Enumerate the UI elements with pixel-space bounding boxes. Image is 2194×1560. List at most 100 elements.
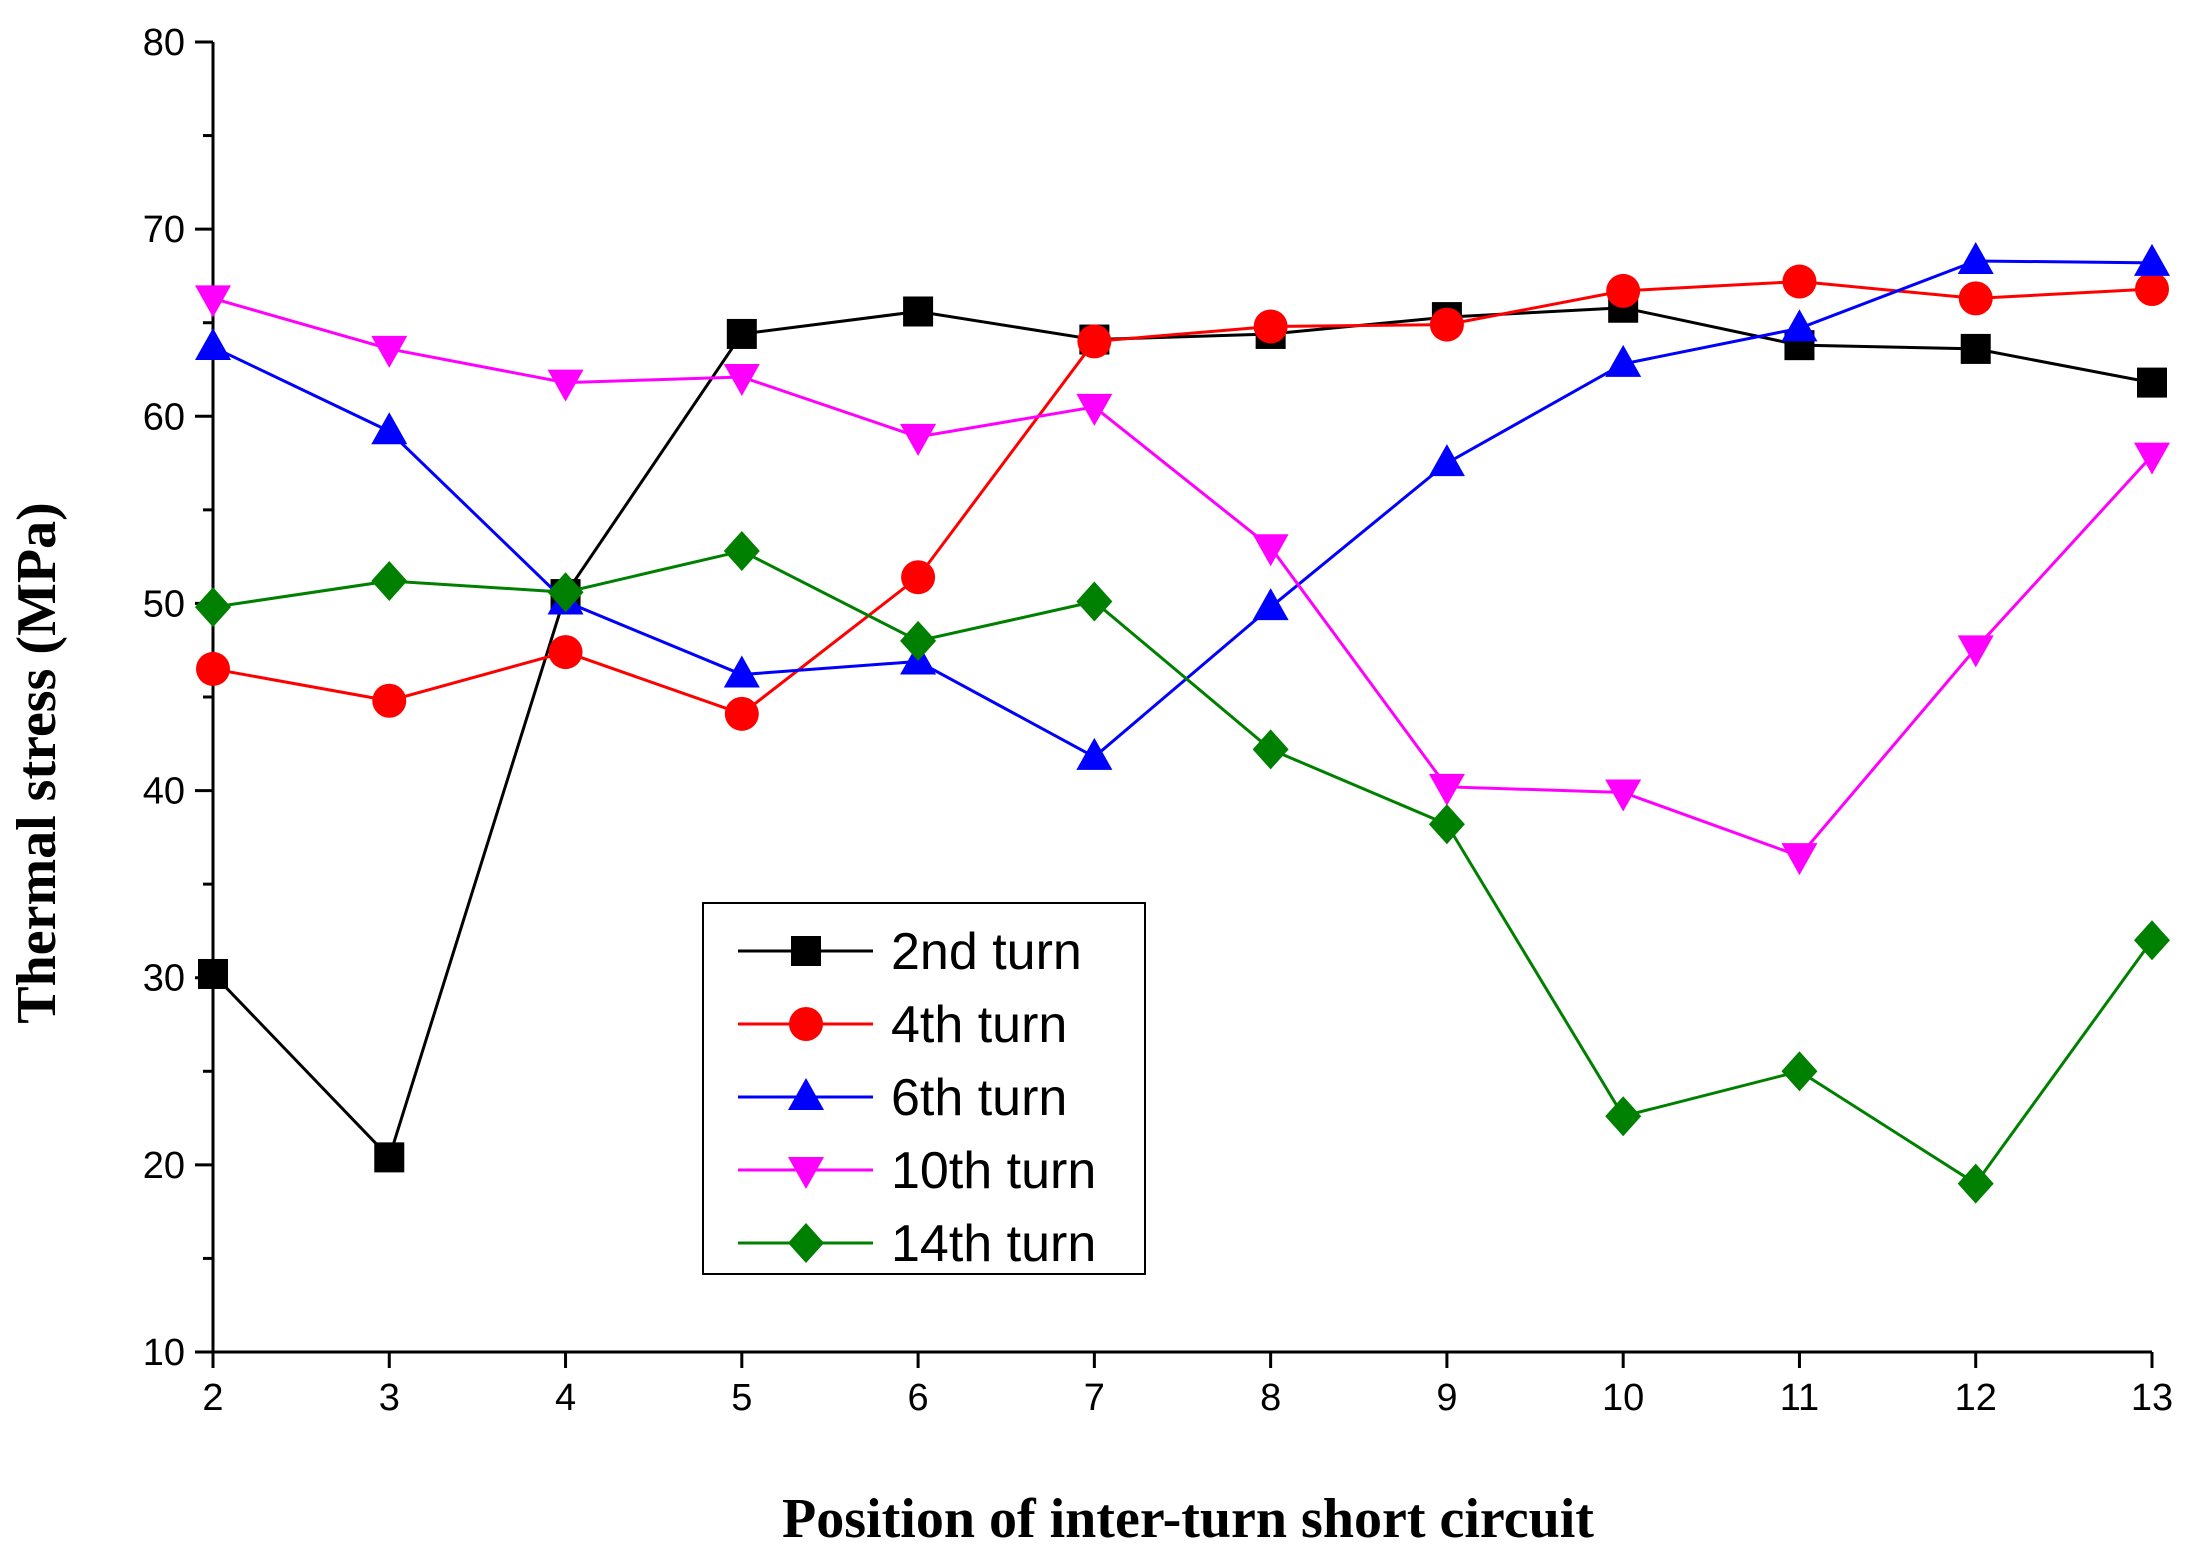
data-point: [1428, 444, 1465, 477]
x-tick-label: 2: [202, 1377, 223, 1419]
data-point: [1957, 635, 1994, 668]
x-tick-label: 10: [1602, 1377, 1644, 1419]
data-point: [726, 318, 757, 349]
data-point: [371, 412, 408, 445]
data-point: [371, 560, 408, 601]
data-point: [901, 560, 936, 595]
data-point: [1076, 581, 1113, 622]
data-point: [1781, 1051, 1818, 1092]
data-point: [1428, 804, 1465, 845]
data-point: [196, 651, 230, 686]
x-tick-label: 8: [1260, 1377, 1281, 1419]
data-point: [548, 635, 583, 670]
series-line: [212, 280, 2153, 716]
data-point: [724, 696, 759, 731]
legend-item: 10th turn: [738, 1142, 1096, 1200]
data-point: [195, 328, 231, 361]
legend-item: 14th turn: [738, 1215, 1096, 1273]
series-1: [196, 264, 2169, 731]
data-point: [547, 369, 584, 402]
data-point: [1253, 309, 1288, 344]
x-axis-title: Position of inter-turn short circuit: [782, 1488, 1594, 1550]
legend-item: 2nd turn: [738, 923, 1082, 981]
legend-marker: [791, 936, 821, 966]
data-point: [2134, 442, 2170, 475]
data-point: [723, 655, 760, 688]
data-point: [1605, 1096, 1642, 1137]
data-point: [1605, 344, 1642, 377]
data-point: [1957, 241, 1994, 274]
data-point: [1957, 1163, 1994, 1204]
data-point: [1958, 281, 1993, 316]
x-tick-label: 7: [1084, 1377, 1105, 1419]
data-point: [1960, 333, 1991, 364]
data-point: [1429, 307, 1464, 342]
data-point: [2134, 920, 2170, 961]
data-point: [2137, 367, 2167, 398]
series-2: [195, 241, 2170, 770]
data-point: [1606, 273, 1641, 308]
x-tick-label: 12: [1955, 1377, 1997, 1419]
y-tick-label: 70: [143, 209, 185, 251]
data-point: [1076, 393, 1113, 426]
y-tick-label: 10: [143, 1332, 185, 1374]
series-line: [212, 549, 2154, 1186]
x-tick-label: 4: [555, 1377, 576, 1419]
legend-label: 10th turn: [891, 1142, 1096, 1200]
series-line: [212, 259, 2153, 759]
data-point: [2134, 243, 2170, 276]
y-tick-label: 40: [143, 771, 185, 813]
legend-marker: [788, 1157, 824, 1189]
x-tick-label: 3: [379, 1377, 400, 1419]
y-tick-label: 20: [143, 1145, 185, 1187]
legend-label: 2nd turn: [891, 923, 1082, 981]
legend-label: 6th turn: [891, 1069, 1067, 1127]
legend-marker: [788, 1223, 824, 1263]
data-point: [547, 572, 584, 613]
series-layer: [195, 241, 2170, 1204]
y-axis-title: Thermal stress (MPa): [6, 502, 68, 1024]
x-tick-label: 6: [908, 1377, 929, 1419]
data-point: [371, 335, 408, 368]
y-tick-label: 60: [143, 396, 185, 438]
legend: 2nd turn 4th turn 6th turn 10th turn 14th tu…: [702, 902, 1146, 1275]
series-line: [211, 306, 2153, 1161]
legend-marker: [788, 1078, 824, 1110]
y-tick-label: 30: [143, 958, 185, 1000]
data-point: [903, 296, 934, 327]
data-point: [1781, 843, 1818, 876]
data-point: [195, 587, 231, 628]
data-point: [900, 620, 937, 661]
data-point: [723, 363, 760, 396]
series-0: [198, 292, 2167, 1173]
series-3: [195, 285, 2170, 876]
legend-label: 14th turn: [891, 1215, 1096, 1273]
x-tick-label: 13: [2131, 1377, 2173, 1419]
data-point: [198, 958, 228, 989]
series-line: [212, 296, 2154, 858]
data-point: [1252, 534, 1289, 567]
legend-marker: [789, 1007, 823, 1041]
legend-item: 6th turn: [738, 1069, 1067, 1127]
y-tick-label: 50: [143, 583, 185, 625]
data-point: [1077, 324, 1112, 359]
legend-item: 4th turn: [738, 996, 1067, 1054]
data-point: [1781, 309, 1818, 342]
data-point: [1782, 264, 1817, 299]
data-point: [1252, 588, 1289, 621]
data-point: [1252, 729, 1289, 770]
axes: 2 3 4 5 6 7 8 9 10 11 12 13 10 20 30 40 50 60 70 80: [143, 22, 2173, 1419]
data-point: [1428, 773, 1465, 806]
data-point: [2135, 272, 2169, 307]
series-4: [195, 531, 2170, 1204]
data-point: [723, 531, 760, 572]
y-tick-label: 80: [143, 22, 185, 64]
data-point: [900, 423, 937, 456]
x-tick-label: 5: [731, 1377, 752, 1419]
data-point: [374, 1142, 405, 1173]
legend-box: [702, 902, 1146, 1275]
legend-label: 4th turn: [891, 996, 1067, 1054]
data-point: [1076, 737, 1113, 770]
x-tick-label: 9: [1436, 1377, 1457, 1419]
